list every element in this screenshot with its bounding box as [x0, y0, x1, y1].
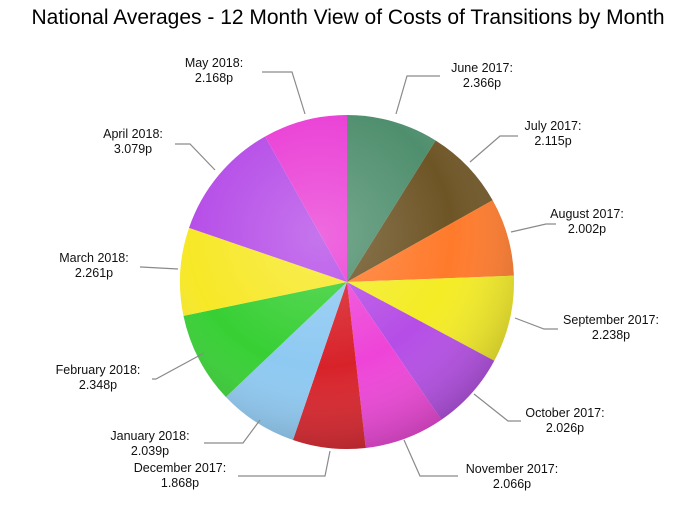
- leader-line: [140, 266, 179, 270]
- slice-label: September 2017:: [563, 313, 659, 327]
- leader-line: [469, 135, 518, 163]
- leader-line: [473, 393, 521, 422]
- slice-value-label: 2.115p: [534, 134, 571, 148]
- leader-line: [175, 143, 216, 171]
- chart-title: National Averages - 12 Month View of Cos…: [31, 6, 664, 29]
- leader-line: [238, 450, 331, 477]
- leader-line: [204, 419, 261, 444]
- slice-label: August 2017:: [550, 207, 624, 221]
- leader-line: [403, 439, 458, 477]
- leader-line: [395, 75, 440, 115]
- slice-label: January 2018:: [110, 429, 189, 443]
- slice-label: June 2017:: [451, 61, 513, 75]
- slice-value-label: 2.366p: [463, 76, 501, 90]
- leader-line: [152, 352, 205, 380]
- leader-line: [510, 223, 556, 233]
- slice-value-label: 2.168p: [195, 71, 233, 85]
- slice-value-label: 2.261p: [75, 266, 113, 280]
- slice-label: April 2018:: [103, 127, 163, 141]
- slice-value-label: 1.868p: [161, 476, 199, 490]
- slice-value-label: 3.079p: [114, 142, 152, 156]
- leader-lines: [140, 71, 558, 477]
- slice-label: February 2018:: [56, 363, 141, 377]
- slice-label: July 2017:: [525, 119, 582, 133]
- slice-value-label: 2.039p: [131, 444, 169, 458]
- slice-value-label: 2.026p: [546, 421, 584, 435]
- slice-label: November 2017:: [466, 462, 558, 476]
- slice-label: October 2017:: [525, 406, 604, 420]
- slice-label: December 2017:: [134, 461, 226, 475]
- slice-value-label: 2.066p: [493, 477, 531, 491]
- leader-line: [262, 71, 306, 115]
- slice-label: May 2018:: [185, 56, 243, 70]
- leader-line: [514, 317, 558, 330]
- slice-value-label: 2.238p: [592, 328, 630, 342]
- pie-slices: [179, 115, 515, 449]
- slice-labels: June 2017:2.366p July 2017:2.115p August 2…: [56, 56, 659, 491]
- slice-value-label: 2.002p: [568, 222, 606, 236]
- slice-value-label: 2.348p: [79, 378, 117, 392]
- slice-label: March 2018:: [59, 251, 128, 265]
